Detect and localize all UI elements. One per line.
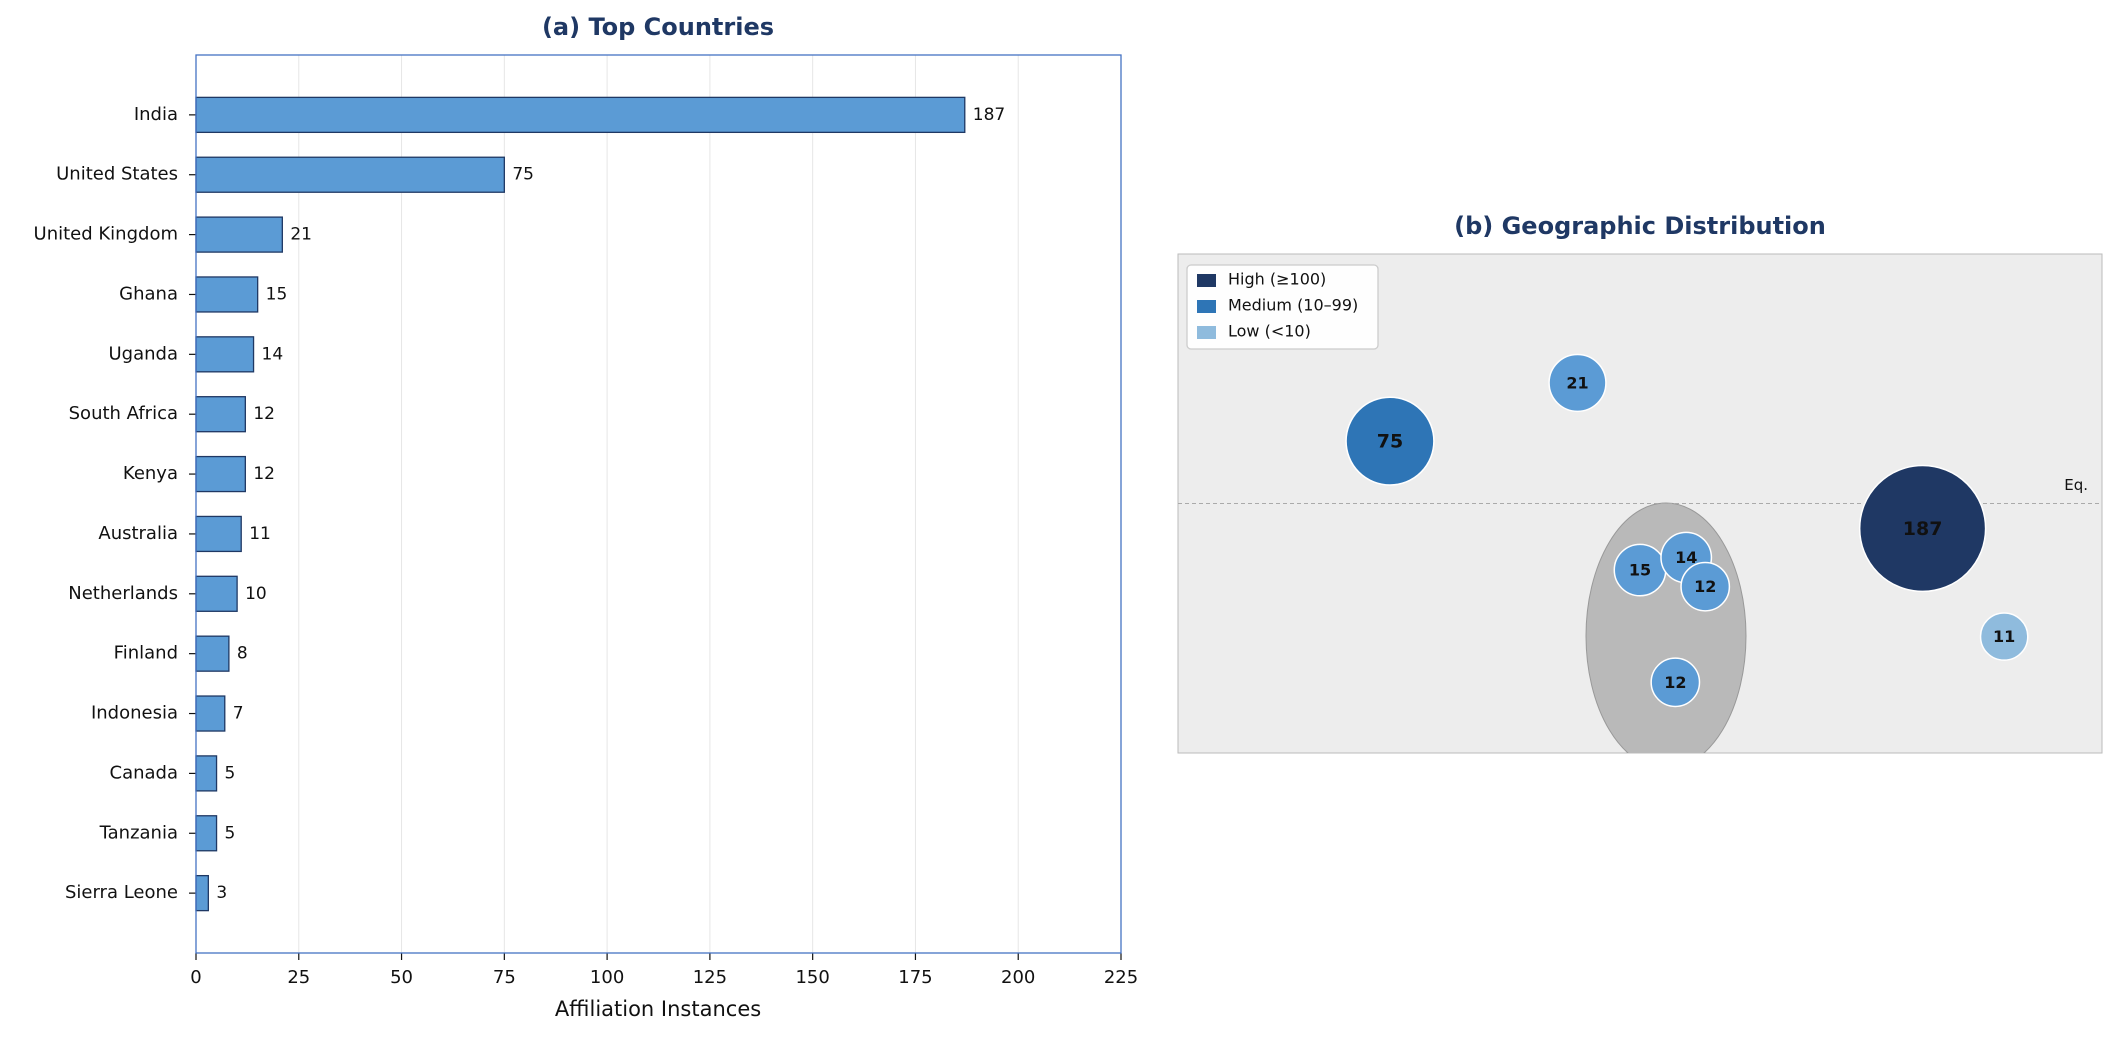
bubble-label: 15 bbox=[1629, 561, 1651, 580]
bar bbox=[195, 276, 259, 313]
legend-swatch bbox=[1197, 274, 1216, 287]
bar bbox=[195, 96, 966, 134]
value-label: 15 bbox=[266, 284, 288, 304]
value-label: 3 bbox=[216, 883, 227, 903]
x-tick-label: 75 bbox=[493, 967, 516, 988]
x-tick-label: 175 bbox=[898, 967, 932, 988]
bubble-label: 21 bbox=[1566, 373, 1588, 392]
y-tick-label: India bbox=[134, 104, 178, 125]
value-label: 10 bbox=[245, 584, 267, 604]
x-tick-label: 0 bbox=[190, 967, 201, 988]
legend-label: Low (<10) bbox=[1228, 322, 1311, 341]
y-tick-label: United Kingdom bbox=[34, 224, 178, 245]
x-tick-label: 50 bbox=[390, 967, 413, 988]
x-tick-label: 100 bbox=[590, 967, 624, 988]
legend-swatch bbox=[1197, 300, 1216, 313]
bar bbox=[195, 336, 255, 373]
plot-frame bbox=[195, 54, 1122, 954]
x-tick-label: 200 bbox=[1001, 967, 1035, 988]
value-label: 75 bbox=[512, 165, 534, 185]
bubble bbox=[1680, 561, 1731, 612]
legend-box bbox=[1186, 264, 1379, 350]
equator-label: Eq. bbox=[2064, 476, 2088, 494]
bar bbox=[195, 216, 283, 253]
y-tick-label: Ghana bbox=[119, 283, 178, 304]
bar bbox=[195, 695, 226, 732]
value-label: 21 bbox=[290, 225, 312, 245]
bar bbox=[195, 635, 230, 672]
y-tick-label: Uganda bbox=[109, 343, 179, 364]
bar bbox=[195, 755, 218, 792]
value-label: 12 bbox=[253, 404, 275, 424]
bubble bbox=[1858, 464, 1987, 593]
bar bbox=[195, 455, 246, 493]
y-tick-label: Indonesia bbox=[91, 703, 178, 724]
value-label: 187 bbox=[973, 105, 1005, 125]
bar bbox=[195, 815, 218, 852]
legend-label: High (≥100) bbox=[1228, 270, 1326, 289]
x-tick-label: 25 bbox=[287, 967, 310, 988]
chart-title: (b) Geographic Distribution bbox=[1454, 212, 1826, 240]
value-label: 7 bbox=[233, 704, 244, 724]
value-label: 5 bbox=[225, 823, 236, 843]
x-tick-label: 150 bbox=[795, 967, 829, 988]
y-tick-label: United States bbox=[56, 164, 178, 185]
chart-title: (a) Top Countries bbox=[542, 13, 774, 41]
value-label: 14 bbox=[262, 344, 284, 364]
x-tick-label: 125 bbox=[693, 967, 727, 988]
value-label: 8 bbox=[237, 644, 248, 664]
y-tick-label: Sierra Leone bbox=[65, 882, 178, 903]
bubble-label: 75 bbox=[1377, 431, 1403, 453]
x-tick-label: 225 bbox=[1104, 967, 1138, 988]
bar bbox=[195, 156, 505, 193]
y-tick-label: Netherlands bbox=[68, 583, 178, 604]
y-tick-label: Tanzania bbox=[99, 822, 178, 843]
bubble-label: 11 bbox=[1993, 627, 2015, 646]
y-tick-label: Finland bbox=[114, 643, 178, 664]
x-axis-label: Affiliation Instances bbox=[555, 997, 761, 1021]
value-label: 12 bbox=[253, 464, 275, 484]
legend-label: Medium (10–99) bbox=[1228, 296, 1358, 315]
y-tick-label: South Africa bbox=[69, 403, 178, 424]
bar bbox=[195, 575, 238, 612]
y-tick-label: Kenya bbox=[123, 463, 178, 484]
bubble bbox=[1979, 612, 2029, 661]
bubble-label: 14 bbox=[1675, 548, 1697, 567]
bubble bbox=[1345, 396, 1435, 486]
bar bbox=[195, 515, 242, 553]
bubble-label: 12 bbox=[1664, 673, 1686, 692]
bubble bbox=[1548, 353, 1607, 413]
bar bbox=[195, 874, 209, 912]
value-label: 5 bbox=[225, 763, 236, 783]
bubble-label: 12 bbox=[1694, 577, 1716, 596]
y-tick-label: Canada bbox=[110, 762, 179, 783]
bubble bbox=[1650, 657, 1701, 708]
legend-swatch bbox=[1197, 326, 1216, 339]
value-label: 11 bbox=[249, 524, 271, 544]
bubble-label: 187 bbox=[1903, 518, 1943, 540]
bar bbox=[195, 396, 246, 433]
y-tick-label: Australia bbox=[98, 523, 178, 544]
